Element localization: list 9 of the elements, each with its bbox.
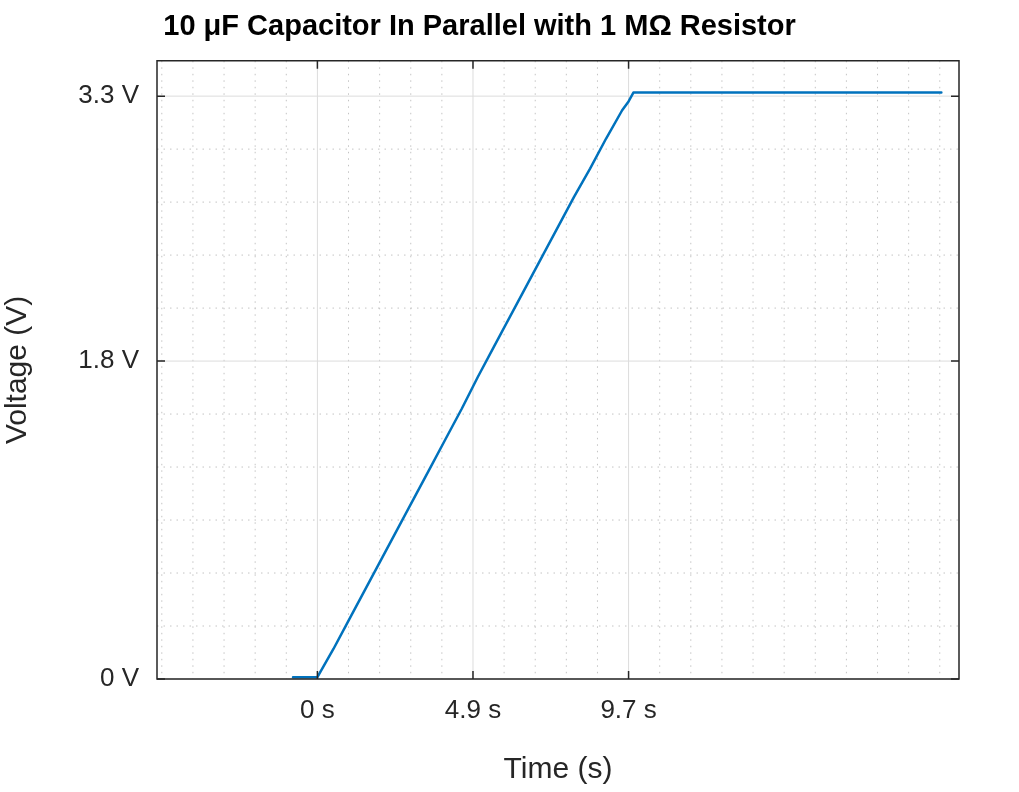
x-tick-label: 0 s: [300, 693, 335, 724]
x-tick-label: 4.9 s: [444, 693, 502, 724]
y-tick-label: 0 V: [99, 662, 140, 693]
y-tick-label: 3.3 V: [78, 79, 140, 110]
chart-title: 10 μF Capacitor In Parallel with 1 MΩ Resistor: [163, 9, 796, 42]
y-axis-title: Voltage (V): [0, 295, 33, 445]
x-tick-label: 9.7 s: [600, 693, 657, 724]
x-axis-title: Time (s): [503, 751, 613, 785]
y-tick-label: 1.8 V: [78, 344, 140, 375]
